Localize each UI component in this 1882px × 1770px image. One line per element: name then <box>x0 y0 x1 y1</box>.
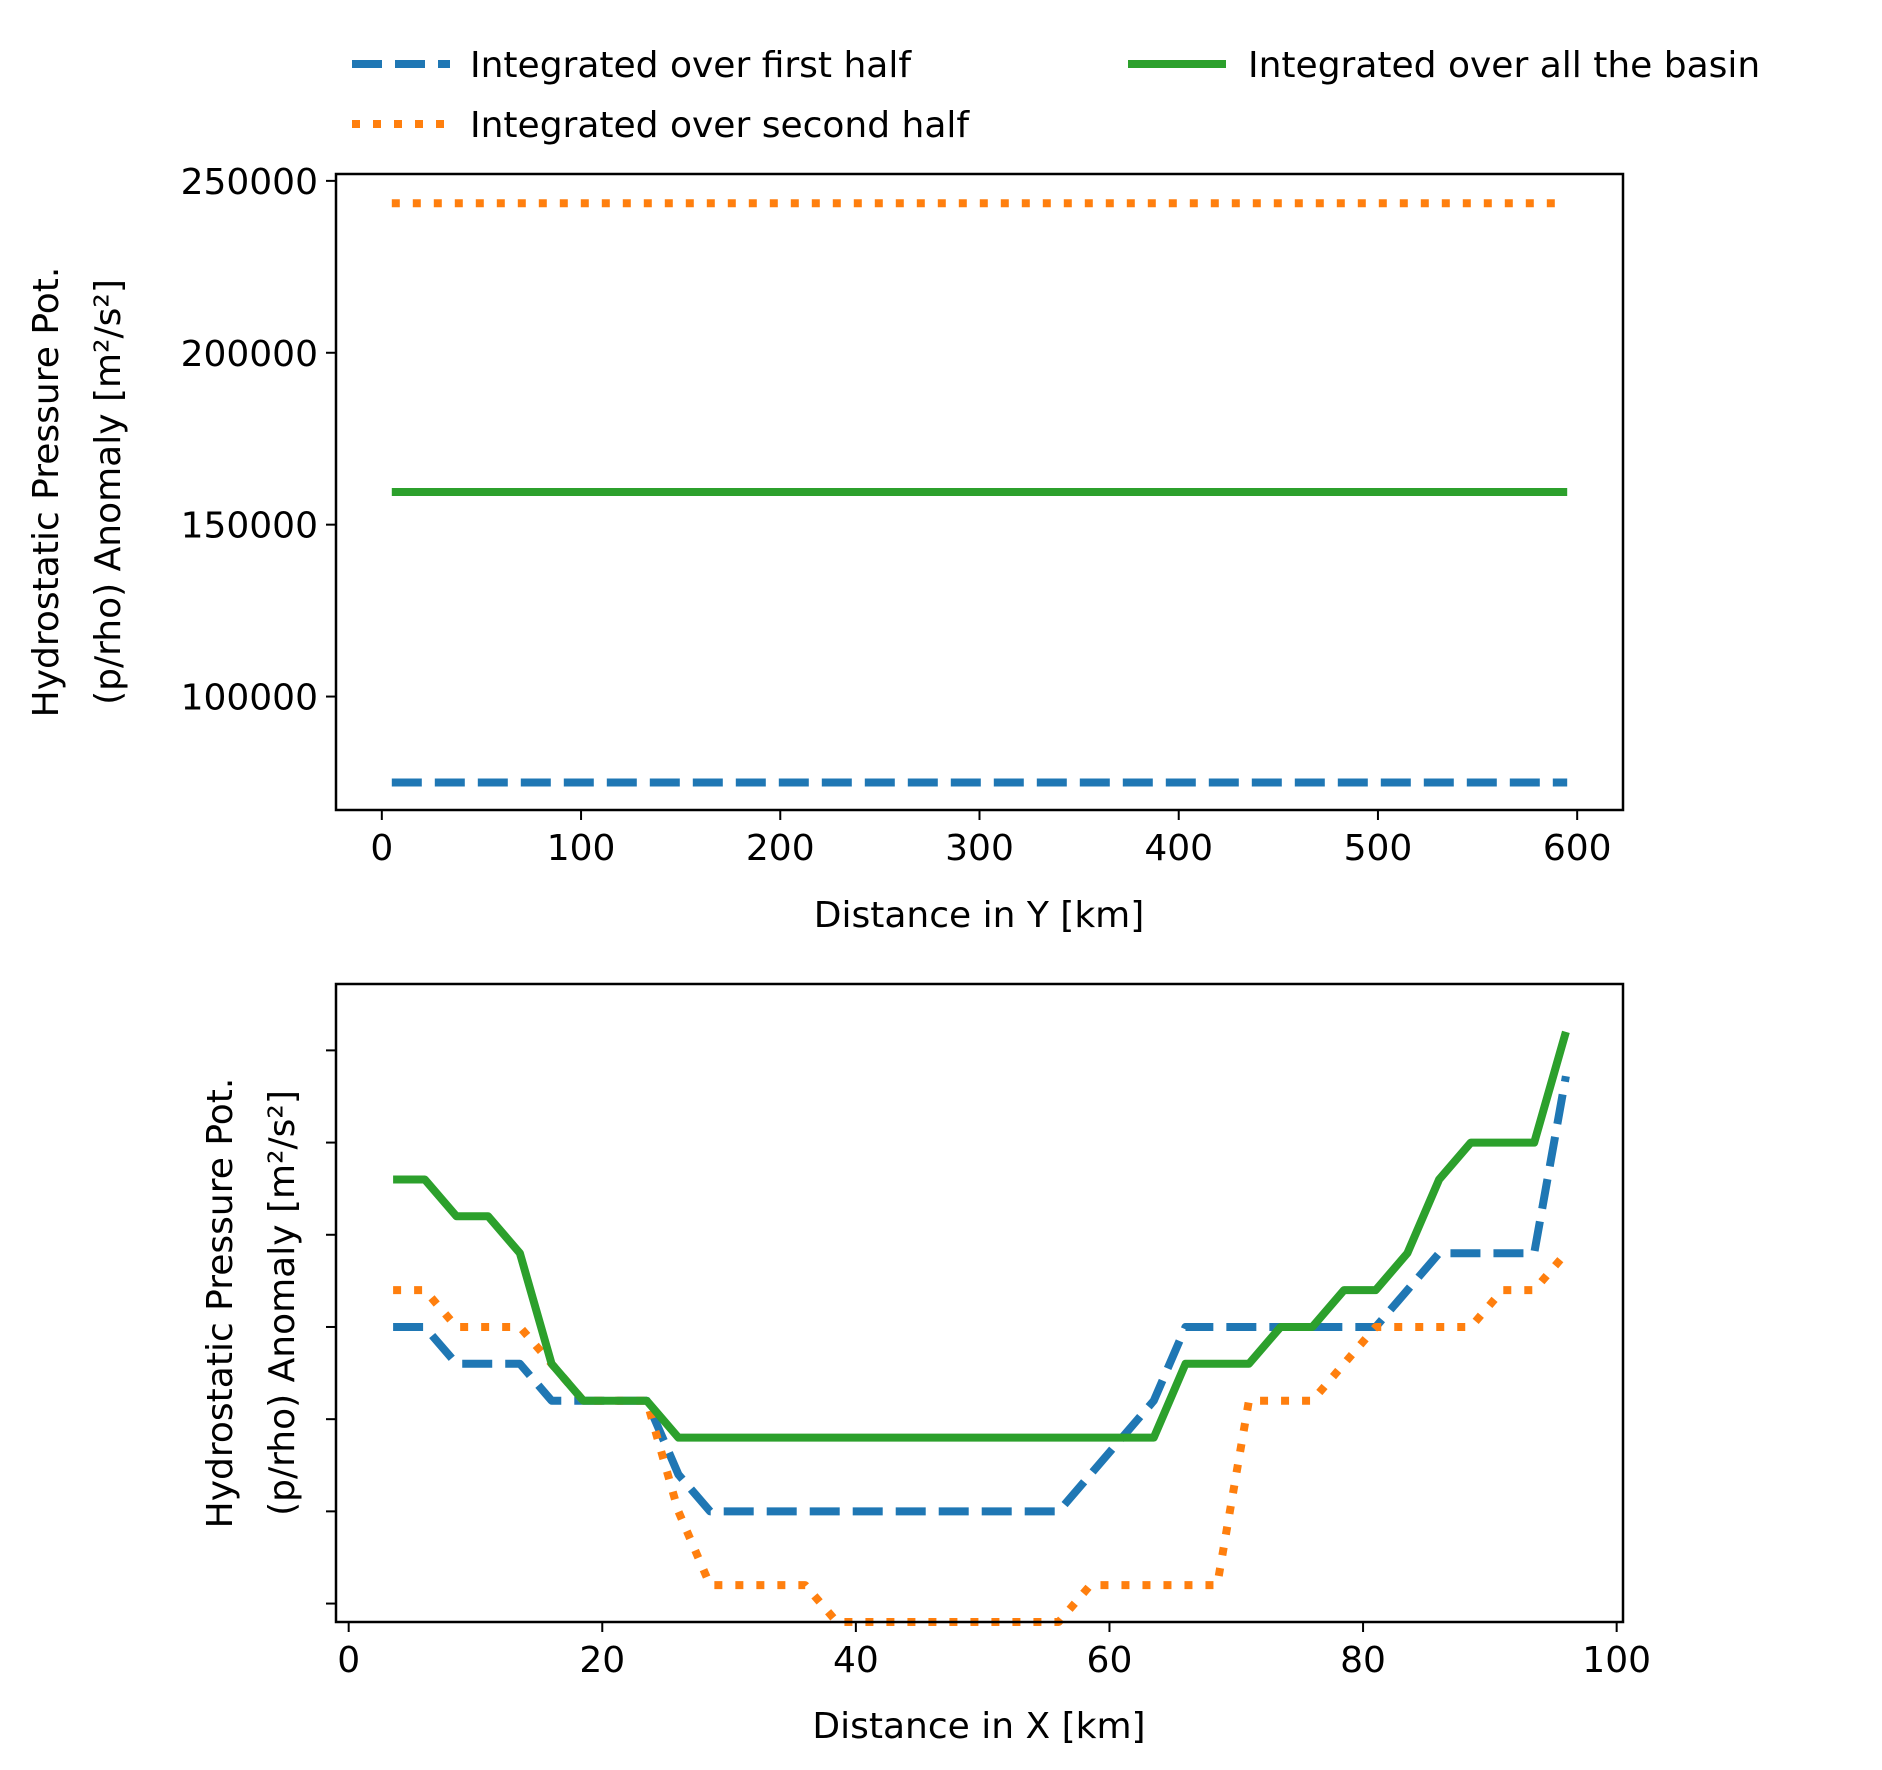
bottom-chart-ticks: 0 20 40 60 80 100 <box>326 1049 1651 1681</box>
bottom-series-line-1 <box>393 1075 1570 1516</box>
top-x-tick-label: 100 <box>547 828 616 869</box>
bottom-x-tick-label: 40 <box>833 1640 879 1681</box>
legend-label-second-half: Integrated over second half <box>470 105 970 146</box>
bottom-series-line-3 <box>393 1030 1570 1442</box>
top-chart-ylabel-line1: Hydrostatic Pressure Pot. <box>26 267 67 718</box>
bottom-chart-series <box>393 1030 1570 1626</box>
bottom-chart-ylabel-line1: Hydrostatic Pressure Pot. <box>200 1078 241 1529</box>
bottom-chart-xlabel: Distance in X [km] <box>812 1706 1145 1747</box>
top-chart: 0 100 200 300 400 500 600 100000 150000 200000 250… <box>26 162 1625 936</box>
bottom-x-tick-label: 80 <box>1340 1640 1386 1681</box>
legend-label-all-basin: Integrated over all the basin <box>1248 45 1760 86</box>
bottom-chart-frame <box>334 982 1625 1624</box>
top-x-tick-label: 500 <box>1344 828 1413 869</box>
legend: Integrated over first half Integrated ov… <box>352 45 1760 146</box>
top-x-tick-label: 300 <box>945 828 1014 869</box>
top-chart-frame <box>334 172 1625 812</box>
legend-label-first-half: Integrated over first half <box>470 45 912 86</box>
top-x-tick-label: 0 <box>370 828 393 869</box>
top-chart-ticks: 0 100 200 300 400 500 600 100000 150000 200000 250… <box>181 162 1612 869</box>
bottom-chart-ylabel-line2: (p/rho) Anomaly [m²/s²] <box>262 1090 303 1516</box>
bottom-x-tick-label: 20 <box>579 1640 625 1681</box>
top-chart-xlabel: Distance in Y [km] <box>814 895 1145 936</box>
top-x-tick-label: 400 <box>1144 828 1213 869</box>
top-y-tick-label: 150000 <box>181 506 318 547</box>
top-chart-series <box>391 199 1568 787</box>
bottom-x-tick-label: 60 <box>1087 1640 1133 1681</box>
top-y-tick-label: 100000 <box>181 678 318 719</box>
bottom-x-tick-label: 100 <box>1582 1640 1651 1681</box>
top-x-tick-label: 600 <box>1543 828 1612 869</box>
top-y-tick-label: 200000 <box>181 334 318 375</box>
top-y-tick-label: 250000 <box>181 162 318 203</box>
bottom-chart: 0 20 40 60 80 100 Distance in X [km] Hydrosta… <box>200 982 1651 1747</box>
top-chart-ylabel-line2: (p/rho) Anomaly [m²/s²] <box>88 279 129 705</box>
bottom-series-line-2 <box>393 1250 1569 1626</box>
bottom-x-tick-label: 0 <box>337 1640 360 1681</box>
top-x-tick-label: 200 <box>746 828 815 869</box>
